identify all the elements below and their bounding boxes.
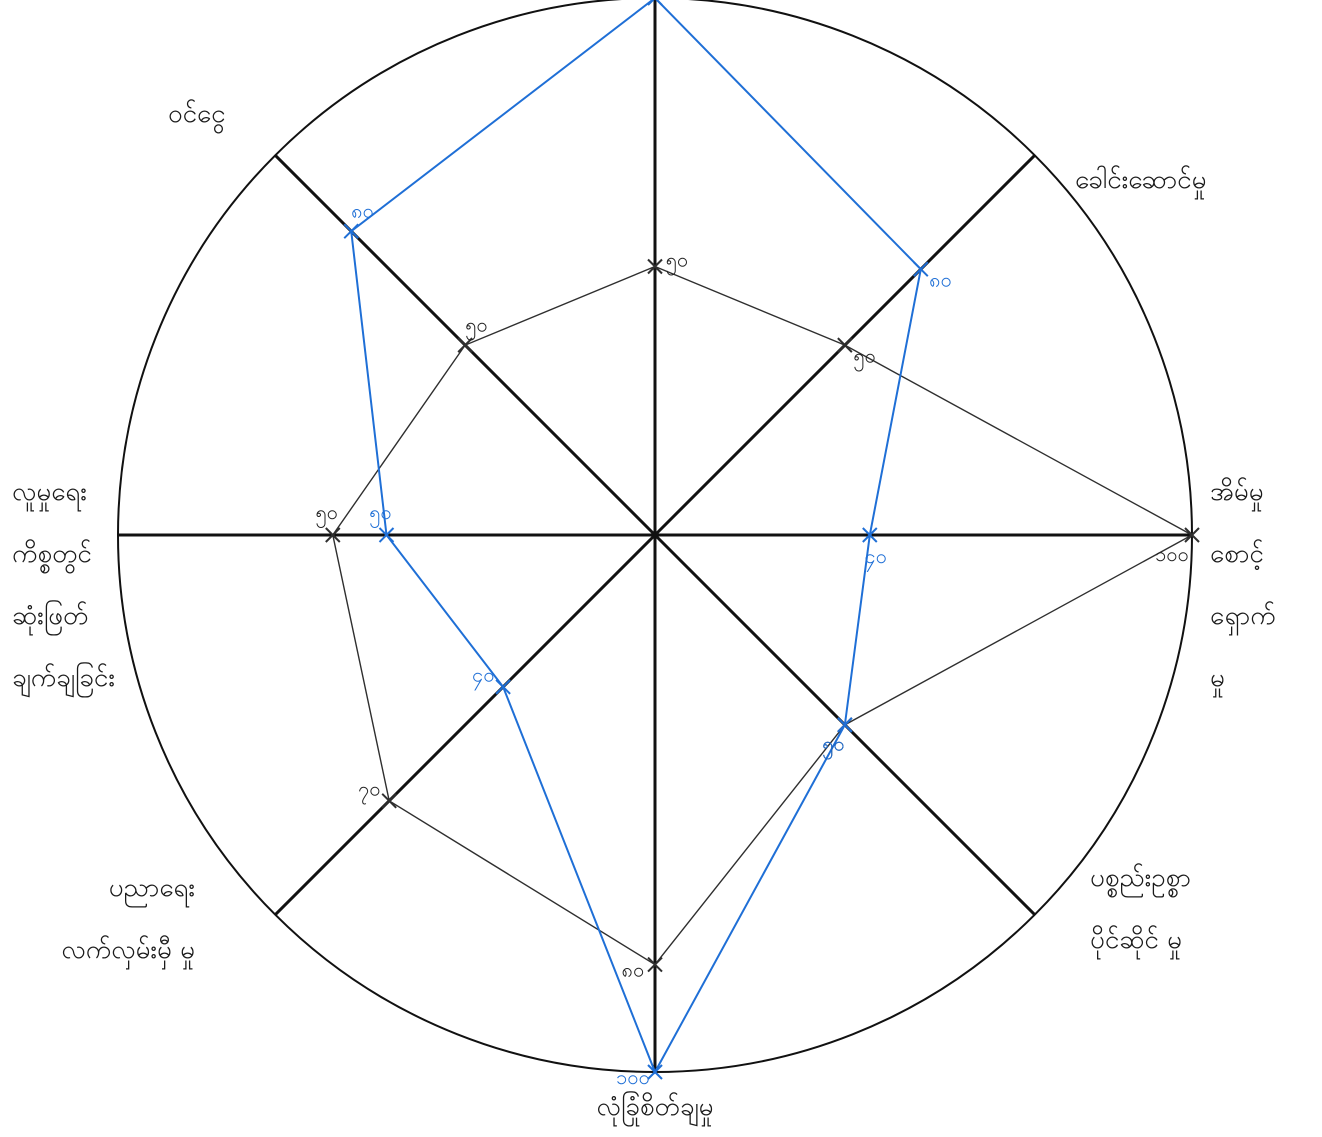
series-0-value-label-top_left: ၅၀	[465, 312, 488, 340]
series-0-point-left	[325, 527, 341, 543]
axis-label-right-line-2: ရှောက်	[1210, 600, 1276, 636]
axis-label-bottom_left-line-0: ပညာရေး	[109, 873, 195, 908]
series-0-point-top_left	[457, 337, 473, 353]
series-1-point-bottom	[647, 1064, 663, 1080]
axis-tip-label: ၁၀၀	[1155, 542, 1189, 566]
axis-label-bottom_left: ပညာရေးလက်လှမ်းမှီ မှု	[61, 873, 195, 970]
series-0-value-label-bottom_left: ၇၀	[358, 776, 381, 804]
axis-label-top_right: ခေါင်းဆောင်မှု	[1075, 164, 1207, 200]
axis-label-bottom-line-0: လုံခြုံစိတ်ချမှု	[597, 1089, 714, 1127]
series-0-polygon	[332, 265, 1194, 966]
series-1-point-bottom_left	[495, 679, 511, 695]
axis-label-bottom_left-line-1: လက်လှမ်းမှီ မှု	[61, 934, 195, 970]
series-0-value-label-top_right: ၅၀	[853, 343, 876, 371]
axis-label-top_right-line-0: ခေါင်းဆောင်မှု	[1075, 164, 1207, 200]
series-1-value-label-right: ၄၀	[865, 544, 888, 572]
axis-label-right-line-0: အိမ်မှု	[1210, 476, 1264, 512]
axis-label-right-line-1: စောင့်	[1210, 538, 1264, 571]
axis-label-left: လူမှုရေးကိစ္စတွင်ဆုံးဖြတ်ချက်ချခြင်း	[12, 477, 115, 698]
axis-label-left-line-3: ချက်ချခြင်း	[12, 660, 115, 698]
series-1-point-left	[378, 527, 395, 543]
series-1-value-label-top_left: ၈၀	[351, 198, 374, 222]
axis-label-bottom: လုံခြုံစိတ်ချမှု	[597, 1089, 714, 1127]
axis-label-left-line-2: ဆုံးဖြတ်	[12, 598, 89, 636]
series-0-point-top_right	[837, 337, 853, 353]
axis-label-right: အိမ်မှုစောင့်ရှောက်မှု	[1210, 476, 1276, 698]
axis-label-left-line-0: လူမှုရေး	[12, 477, 87, 512]
series-1-value-label-bottom_right: ၅၀	[822, 732, 845, 760]
axis-label-top_left-line-0: ဝင်ငွေ	[168, 98, 226, 134]
series-0-point-bottom	[647, 956, 663, 973]
series-1-value-label-bottom_left: ၄၀	[472, 663, 495, 691]
series-0-value-label-left: ၅၀	[316, 500, 339, 528]
series-0-value-label-top: ၅၀	[666, 248, 689, 276]
series-1-point-right	[862, 527, 878, 543]
axis-label-right-line-3: မှု	[1210, 663, 1225, 698]
axis-label-bottom_right-line-0: ပစ္စည်းဥစ္စာ	[1090, 862, 1191, 898]
series-0-value-label-bottom: ၈၀	[622, 958, 645, 982]
axis-label-bottom_right: ပစ္စည်းဥစ္စာပိုင်ဆိုင် မှု	[1090, 862, 1191, 960]
series-0-value-label-bottom_right: ၅၀	[822, 732, 845, 760]
series-0-point-top	[647, 258, 663, 275]
axis-label-top_left: ဝင်ငွေ	[168, 98, 226, 134]
series-1-value-label-top: ၁၀၀	[660, 0, 694, 3]
radar-grid	[117, 0, 1193, 1073]
axis-label-bottom_right-line-1: ပိုင်ဆိုင် မှု	[1090, 924, 1182, 960]
series-1-value-label-left: ၅၀	[369, 500, 392, 528]
series-1-value-label-bottom: ၁၀၀	[616, 1065, 650, 1089]
series-1-point-top_left	[343, 223, 359, 239]
axis-label-left-line-1: ကိစ္စတွင်	[12, 538, 92, 574]
axis-line-bottom_left	[274, 533, 657, 916]
series-1-point-top_right	[913, 261, 929, 277]
series-1-point-top	[647, 0, 663, 6]
series-0-point-bottom_left	[381, 793, 397, 809]
series-1-point-bottom_right	[837, 717, 853, 733]
series-0-point-right	[1184, 527, 1200, 543]
radar-series	[325, 0, 1200, 1080]
series-1-value-label-top_right: ၈၀	[929, 268, 952, 292]
radar-labels: ၅၀၅၀၅၀၈၀၇၀၅၀၅၀၁၀၀၈၀၄၀၅၀၁၀၀၄၀၅၀၈၀၁၀၀ခေါင်…	[12, 0, 1276, 1127]
